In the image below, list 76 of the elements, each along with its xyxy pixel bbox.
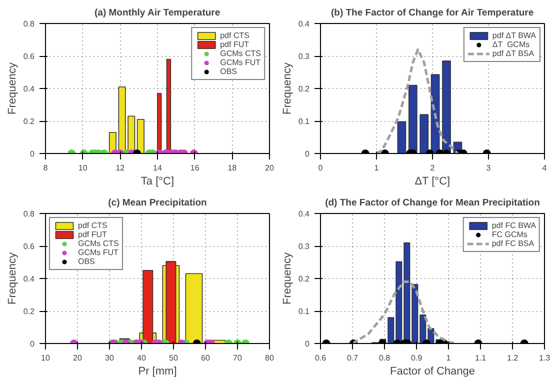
x-tick-label: 1.3 bbox=[538, 354, 550, 362]
y-axis-title: Frequency bbox=[6, 62, 18, 114]
y-tick-label: 0.1 bbox=[298, 307, 310, 316]
x-tick-label: 18 bbox=[228, 164, 238, 172]
x-axis-title: ΔT [°C] bbox=[414, 176, 450, 188]
x-tick-label: 0.9 bbox=[410, 354, 423, 362]
y-tick-label: 0 bbox=[30, 150, 36, 158]
legend-label: ΔT GCMs bbox=[492, 40, 530, 49]
y-axis-title: Frequency bbox=[281, 62, 294, 114]
y-tick-label: 0 bbox=[305, 150, 310, 158]
legend-label: pdf FC BSA bbox=[492, 239, 534, 248]
legend-label: OBS bbox=[220, 67, 238, 76]
x-tick-label: 1.1 bbox=[474, 354, 487, 362]
chart-title: (c) Mean Precipitation bbox=[108, 198, 208, 208]
x-tick-label: 1 bbox=[446, 354, 452, 362]
legend-label: GCMs CTS bbox=[220, 49, 261, 58]
x-tick-label: 50 bbox=[169, 354, 178, 362]
y-tick-label: 0.2 bbox=[23, 307, 36, 316]
y-tick-label: 0.8 bbox=[23, 210, 36, 218]
legend-label: pdf FUT bbox=[220, 40, 250, 49]
y-tick-label: 0.4 bbox=[23, 274, 36, 284]
chart-title: (a) Monthly Air Temperature bbox=[94, 8, 220, 18]
x-tick-label: 80 bbox=[265, 354, 274, 362]
x-tick-label: 30 bbox=[105, 354, 114, 362]
x-axis-title: Ta [°C] bbox=[140, 176, 174, 188]
legend-label: GCMs FUT bbox=[220, 58, 261, 67]
x-tick-label: 10 bbox=[78, 164, 88, 172]
x-tick-label: 1.2 bbox=[506, 354, 519, 362]
x-axis-title: Factor of Change bbox=[390, 366, 476, 378]
y-tick-label: 0.4 bbox=[298, 20, 310, 28]
x-tick-label: 2 bbox=[430, 164, 436, 172]
x-tick-label: 14 bbox=[153, 164, 162, 172]
y-tick-label: 0.4 bbox=[298, 210, 310, 218]
legend-label: pdf CTS bbox=[78, 221, 108, 230]
y-tick-label: 0.6 bbox=[23, 52, 36, 61]
y-tick-label: 0.1 bbox=[298, 117, 310, 126]
y-tick-label: 0.3 bbox=[298, 242, 310, 251]
legend-label: GCMs FUT bbox=[78, 248, 118, 257]
y-tick-label: 0.8 bbox=[23, 20, 36, 28]
legend-label: pdf CTS bbox=[220, 31, 250, 40]
legend-label: pdf ΔT BWA bbox=[492, 31, 536, 40]
x-tick-label: 0.6 bbox=[314, 354, 327, 362]
x-tick-label: 8 bbox=[43, 164, 48, 172]
y-axis-title: Frequency bbox=[6, 252, 18, 304]
y-tick-label: 0.3 bbox=[298, 52, 310, 61]
legend-label: pdf ΔT BSA bbox=[492, 49, 534, 58]
y-tick-label: 0.4 bbox=[23, 84, 36, 94]
x-tick-label: 0.7 bbox=[346, 354, 359, 362]
x-tick-label: 0.8 bbox=[378, 354, 391, 362]
legend-label: FC GCMs bbox=[492, 230, 528, 239]
x-tick-label: 20 bbox=[73, 354, 82, 362]
x-tick-label: 40 bbox=[137, 354, 146, 362]
y-tick-label: 0.6 bbox=[23, 242, 36, 251]
x-tick-label: 0 bbox=[318, 164, 324, 172]
x-tick-label: 12 bbox=[116, 164, 126, 172]
x-tick-label: 3 bbox=[486, 164, 492, 172]
chart-title: (b) The Factor of Change for Air Temperature bbox=[330, 8, 534, 18]
y-tick-label: 0 bbox=[305, 340, 310, 348]
x-tick-label: 60 bbox=[201, 354, 210, 362]
x-tick-label: 1 bbox=[374, 164, 380, 172]
legend-label: pdf FC BWA bbox=[492, 221, 536, 230]
y-tick-label: 0 bbox=[30, 340, 36, 348]
x-axis-title: Pr [mm] bbox=[138, 366, 177, 378]
legend-label: pdf FUT bbox=[78, 230, 107, 239]
y-axis-title: Frequency bbox=[281, 252, 294, 304]
x-tick-label: 16 bbox=[190, 164, 200, 172]
x-tick-label: 10 bbox=[41, 354, 50, 362]
x-tick-label: 70 bbox=[233, 354, 242, 362]
x-tick-label: 20 bbox=[265, 164, 274, 172]
x-tick-label: 4 bbox=[542, 164, 548, 172]
y-tick-label: 0.2 bbox=[298, 84, 310, 94]
y-tick-label: 0.2 bbox=[298, 274, 310, 284]
legend-label: GCMs CTS bbox=[78, 239, 119, 248]
legend-label: OBS bbox=[78, 257, 96, 266]
chart-title: (d) The Factor of Change for Mean Precipitation bbox=[325, 198, 540, 208]
y-tick-label: 0.2 bbox=[23, 117, 36, 126]
